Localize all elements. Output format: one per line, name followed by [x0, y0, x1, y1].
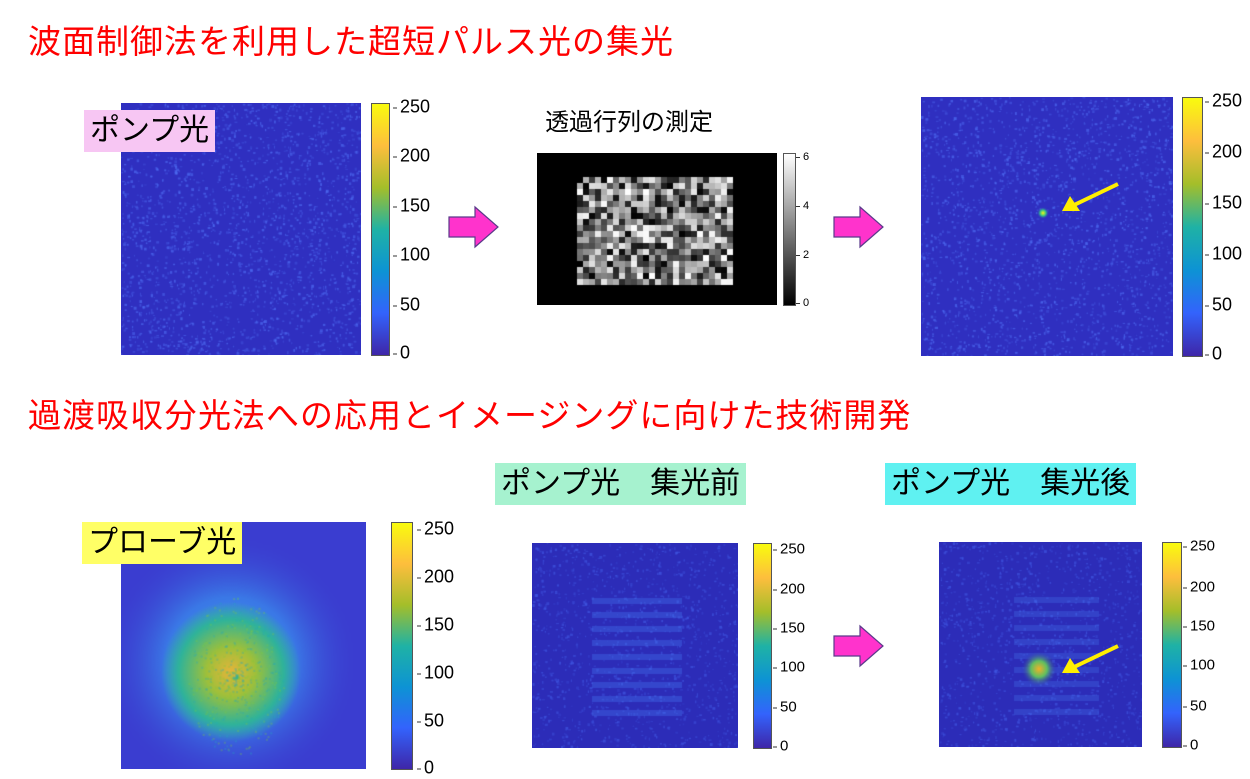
colorbar-tick: 250	[772, 540, 806, 558]
colorbar-tick: 50	[1183, 697, 1207, 715]
probe-colorbar-ticks: 250 200 150 100 50 0	[416, 518, 464, 778]
colorbar-tick: 0	[1182, 736, 1199, 754]
colorbar-tick: 150	[1182, 617, 1216, 635]
process-arrow-icon	[833, 624, 884, 668]
pump-colorbar-ticks: 250 200 150 100 50 0	[392, 97, 440, 363]
colorbar-tick: 4	[795, 200, 810, 212]
colorbar-tick: 150	[392, 195, 431, 216]
section-heading-application: 過渡吸収分光法への応用とイメージングに向けた技術開発	[28, 396, 912, 435]
pump-after-label: ポンプ光 集光後	[885, 463, 1137, 505]
focused-colorbar	[1182, 97, 1203, 357]
colorbar-tick: 150	[772, 619, 806, 637]
colorbar-tick: 250	[392, 96, 431, 117]
gray-colorbar	[783, 153, 796, 306]
colorbar-tick: 6	[795, 151, 810, 163]
pump-before-colorbar-ticks: 250 200 150 100 50 0	[772, 540, 816, 755]
section-heading-focusing: 波面制御法を利用した超短パルス光の集光	[28, 22, 674, 61]
colorbar-tick: 200	[416, 566, 455, 587]
colorbar-tick: 100	[416, 662, 455, 683]
colorbar-tick: 250	[1204, 90, 1243, 111]
colorbar-tick: 0	[416, 757, 435, 778]
colorbar-tick: 0	[392, 342, 411, 363]
colorbar-tick: 200	[392, 145, 431, 166]
colorbar-tick: 0	[1204, 343, 1223, 364]
colorbar-tick: 50	[773, 698, 797, 716]
colorbar-tick: 100	[1204, 243, 1243, 264]
colorbar-tick: 150	[1204, 192, 1243, 213]
pump-light-label: ポンプ光	[84, 110, 216, 152]
colorbar-tick: 0	[772, 737, 789, 755]
probe-colorbar	[391, 522, 413, 770]
colorbar-tick: 100	[392, 244, 431, 265]
pump-after-colorbar-ticks: 250 200 150 100 50 0	[1182, 538, 1226, 754]
colorbar-tick: 250	[1182, 537, 1216, 555]
highlight-arrow-icon	[1062, 182, 1119, 211]
highlight-arrow-icon	[1062, 644, 1119, 673]
colorbar-tick: 150	[416, 614, 455, 635]
colorbar-tick: 50	[1204, 294, 1233, 315]
gray-colorbar-ticks: 6 4 2 0	[795, 151, 823, 309]
transmission-matrix-label: 透過行列の測定	[545, 108, 713, 136]
colorbar-tick: 200	[1204, 141, 1243, 162]
focused-colorbar-ticks: 250 200 150 100 50 0	[1204, 91, 1250, 364]
pump-before-label: ポンプ光 集光前	[495, 463, 747, 505]
colorbar-tick: 50	[416, 710, 445, 731]
pump-after-image	[939, 542, 1142, 747]
colorbar-tick: 200	[772, 580, 806, 598]
pump-before-colorbar	[753, 543, 772, 749]
colorbar-tick: 100	[772, 658, 806, 676]
process-arrow-icon	[833, 205, 884, 249]
colorbar-tick: 250	[416, 518, 455, 539]
pump-before-image	[532, 543, 738, 748]
colorbar-tick: 50	[392, 294, 421, 315]
colorbar-tick: 2	[795, 249, 810, 261]
colorbar-tick: 200	[1182, 578, 1216, 596]
transmission-matrix-image	[537, 153, 777, 305]
colorbar-tick: 100	[1182, 656, 1216, 674]
pump-colorbar	[371, 103, 390, 356]
process-arrow-icon	[448, 205, 499, 249]
colorbar-tick: 0	[795, 297, 810, 309]
probe-light-label: プローブ光	[82, 522, 243, 564]
pump-after-colorbar	[1162, 542, 1182, 748]
focused-speckle-image	[921, 97, 1173, 356]
